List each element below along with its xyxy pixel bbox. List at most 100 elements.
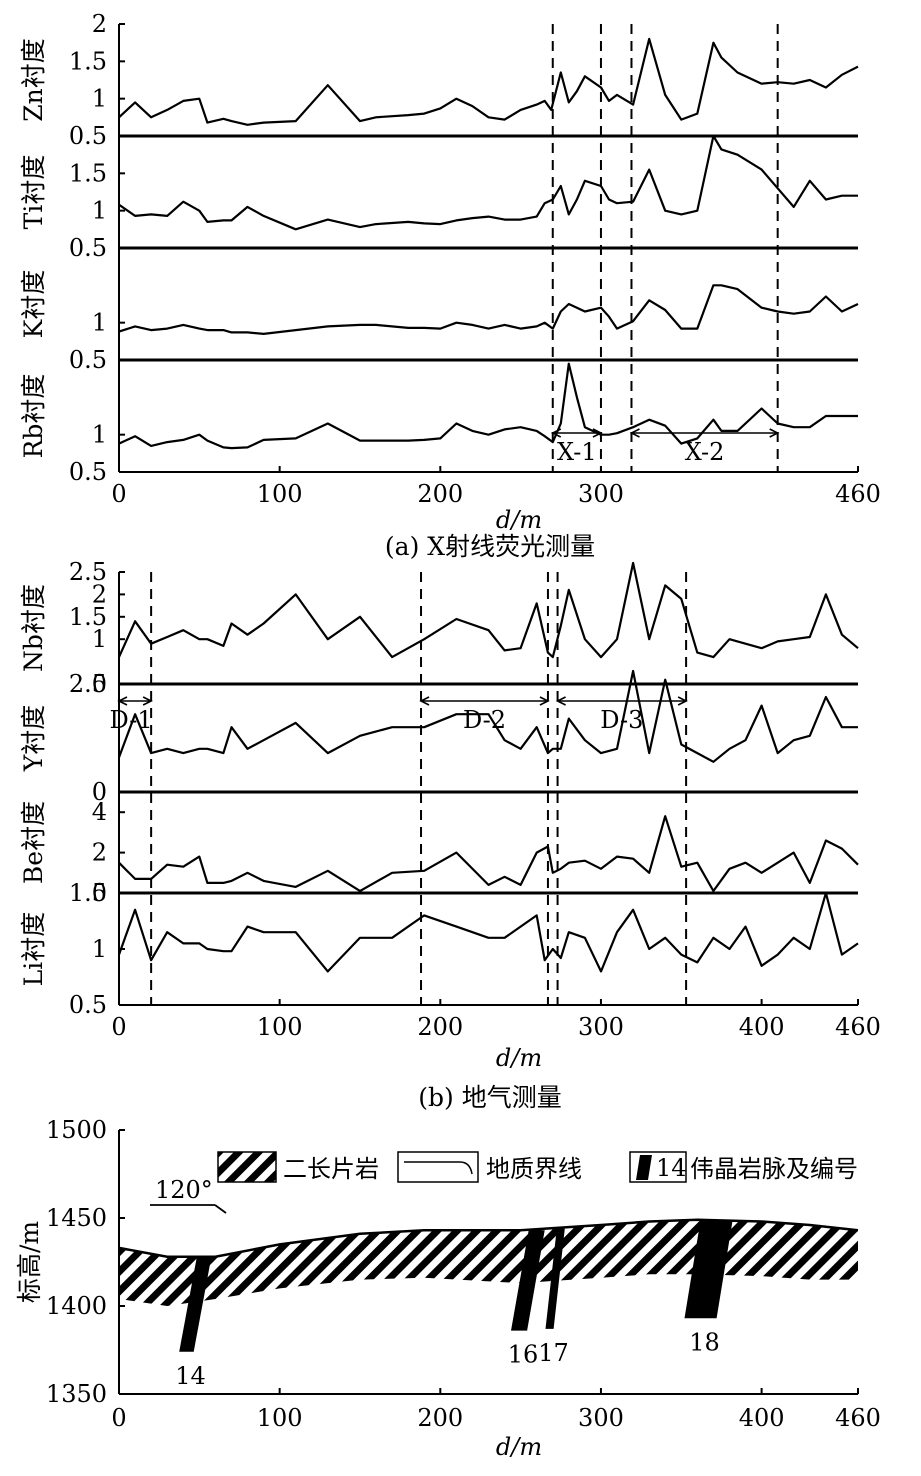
y-axis-label: Nb衬度	[19, 584, 48, 672]
pegmatite-vein	[684, 1219, 733, 1319]
series-line-Be衬度	[118, 815, 859, 893]
zone-label: D-2	[463, 706, 506, 734]
x-tick-label: 100	[257, 1013, 303, 1041]
legend-boundary-label: 地质界线	[486, 1155, 582, 1183]
y-axis-label: Li衬度	[19, 912, 48, 987]
vein-number-label: 14	[175, 1362, 206, 1390]
y-tick-label: 0.5	[69, 346, 107, 374]
y-tick-label: 1	[92, 197, 107, 225]
y-tick-label: 0.5	[69, 122, 107, 150]
x-tick-label: 200	[417, 480, 463, 508]
x-axis-label: d/m	[496, 1433, 542, 1461]
legend-rock-swatch	[217, 1151, 277, 1183]
zone-arrowhead-left	[419, 696, 430, 706]
y-tick-label: 0.5	[69, 458, 107, 486]
zone-label: X-2	[685, 438, 725, 466]
legend-vein-bar	[636, 1155, 652, 1180]
x-tick-label: 400	[739, 1013, 785, 1041]
direction-line-tip	[214, 1204, 227, 1214]
zone-arrowhead-left	[550, 428, 562, 438]
zone-label: X-1	[557, 438, 597, 466]
chart-soil-gas: 011.522.5Nb衬度02.5Y衬度024Be衬度0.511.5Li衬度D-…	[19, 558, 881, 1072]
y-tick-label: 1	[92, 935, 107, 963]
zone-label: D-1	[110, 706, 153, 734]
y-tick-label: 1	[92, 309, 107, 337]
x-tick-label: 200	[417, 1013, 463, 1041]
x-tick-label: 200	[417, 1404, 463, 1432]
x-tick-label: 400	[739, 1404, 785, 1432]
caption-xrf: (a) X射线荧光测量	[385, 532, 595, 561]
y-tick-label: 1	[92, 421, 107, 449]
series-line-Nb衬度	[117, 561, 859, 659]
legend-boundary-swatch	[397, 1151, 479, 1183]
y-tick-label: 2.5	[69, 558, 107, 586]
x-tick-label: 460	[835, 1404, 881, 1432]
y-tick-label: 1.5	[69, 159, 107, 187]
x-tick-label: 300	[578, 1404, 624, 1432]
pegmatite-vein	[511, 1230, 545, 1331]
zone-arrowhead-left	[555, 696, 566, 706]
legend-vein-label: 伟晶岩脉及编号	[690, 1155, 858, 1183]
y-tick-label: 4	[92, 798, 107, 826]
y-tick-label: 1400	[46, 1292, 107, 1320]
monzonite-schist-body	[119, 1219, 858, 1306]
series-line-Li衬度	[117, 891, 859, 973]
y-tick-label: 0.5	[69, 234, 107, 262]
y-tick-label: 1.5	[69, 879, 107, 907]
y-tick-label: 1	[92, 85, 107, 113]
y-tick-label: 1350	[46, 1380, 107, 1408]
x-axis-label: d/m	[496, 506, 542, 534]
geologic-boundary-line	[118, 1218, 859, 1258]
geologic-section: 14 16 17 18 1350 1400 1450 1500 标高/m 0 100 200 300 40…	[15, 1116, 881, 1461]
x-tick-label: 0	[111, 1013, 126, 1041]
series-line-Ti衬度	[118, 134, 858, 231]
y-axis-label: Zn衬度	[19, 38, 48, 121]
y-tick-label: 1	[92, 625, 107, 653]
y-tick-label: 1450	[46, 1204, 107, 1232]
x-tick-label: 0	[111, 480, 126, 508]
legend-vein-number: 14	[656, 1154, 687, 1182]
y-axis-label: Y衬度	[19, 705, 48, 773]
y-tick-label: 2.5	[69, 670, 107, 698]
vein-number-label: 17	[538, 1339, 569, 1367]
y-tick-label: 2	[92, 839, 107, 867]
y-tick-label: 0.5	[69, 991, 107, 1019]
series-line-Zn衬度	[118, 37, 859, 126]
y-axis-label: Be衬度	[19, 801, 48, 884]
direction-label: 120°	[155, 1176, 213, 1204]
pegmatite-vein	[545, 1228, 565, 1329]
x-tick-label: 300	[578, 480, 624, 508]
legend-rock-label: 二长片岩	[283, 1155, 379, 1183]
vein-number-label: 18	[689, 1328, 720, 1356]
series-line-Rb衬度	[118, 362, 858, 450]
y-axis-label: Ti衬度	[19, 155, 48, 230]
zone-arrowhead-right	[677, 696, 688, 706]
vein-number-label: 16	[508, 1341, 539, 1369]
x-tick-label: 100	[257, 1404, 303, 1432]
y-tick-label: 0	[92, 778, 107, 806]
series-line-K衬度	[118, 284, 859, 335]
pegmatite-vein	[179, 1256, 212, 1352]
y-tick-label: 2	[92, 580, 107, 608]
series-line-Y衬度	[117, 669, 858, 763]
y-tick-label: 1.5	[69, 603, 107, 631]
zone-arrowhead-right	[592, 428, 603, 438]
x-tick-label: 460	[835, 1013, 881, 1041]
caption-soil-gas: (b) 地气测量	[418, 1083, 561, 1112]
chart-xrf: 0.5 1 1.5 2 Zn衬度 0.5 1 1.5 Ti衬度 0.5 1 K衬度 0.5 1 Rb衬度 X-…	[19, 10, 881, 534]
x-tick-label: 0	[111, 1404, 126, 1432]
y-tick-label: 0	[92, 879, 107, 907]
zone-arrowhead-right	[539, 696, 550, 706]
zone-arrowhead-right	[769, 428, 780, 438]
zone-label: D-3	[600, 706, 643, 734]
x-tick-label: 460	[835, 480, 881, 508]
legend-boundary-curve	[404, 1161, 473, 1175]
y-tick-label: 2	[92, 10, 107, 38]
zone-arrowhead-right	[142, 696, 153, 706]
y-tick-label: 1500	[46, 1116, 107, 1144]
y-axis-label: 标高/m	[15, 1221, 44, 1303]
y-tick-label: 0	[92, 670, 107, 698]
x-tick-label: 100	[257, 480, 303, 508]
zone-arrowhead-left	[629, 428, 640, 438]
